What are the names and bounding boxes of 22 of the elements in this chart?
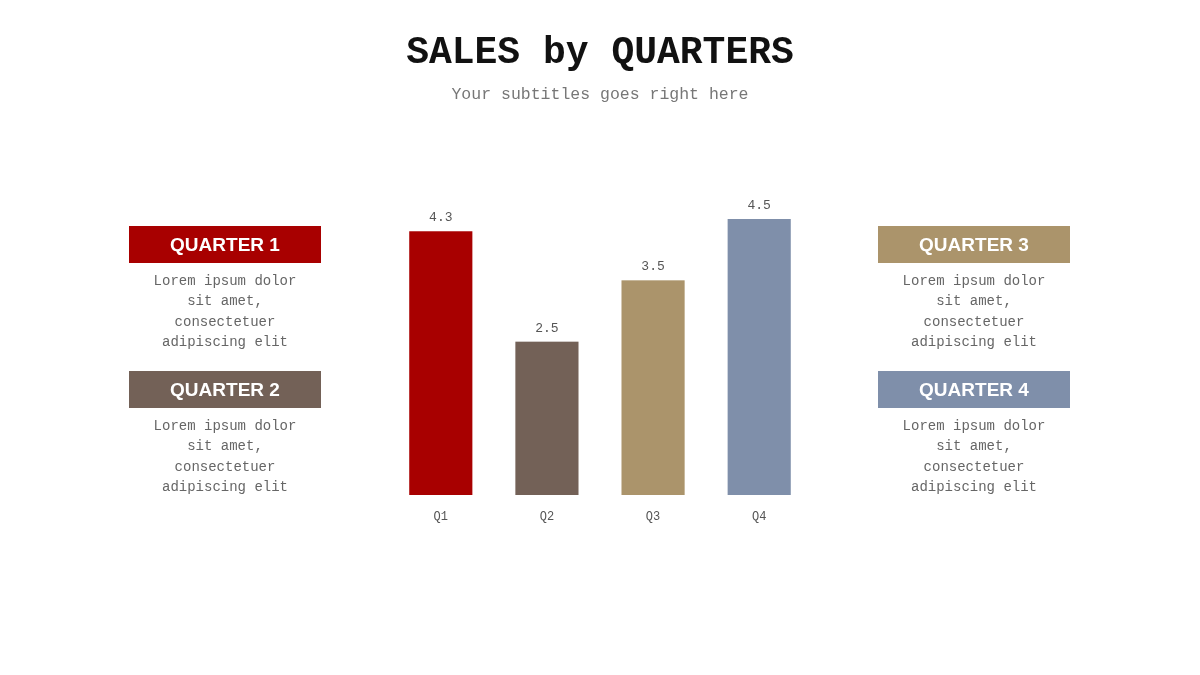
text: QUARTER 2 [170,379,280,400]
bar [621,280,685,495]
text: QUARTER 3 [919,234,1029,255]
text: Lorem ipsum dolor sit amet, consectetuer adipiscing elit [153,418,297,495]
chart-subtitle: Your subtitles goes right here [451,85,749,104]
text: Lorem ipsum dolor sit amet, consectetuer adipiscing elit [902,273,1046,350]
text: Lorem ipsum dolor sit amet, consectetuer adipiscing elit [153,273,297,350]
text: Lorem ipsum dolor sit amet, consectetuer adipiscing elit [902,418,1046,495]
x-tick-label: Q1 [433,510,448,524]
bar [515,341,579,495]
x-tick-label: Q3 [645,510,661,524]
data-label: 4.5 [747,198,771,213]
data-label: 4.3 [429,210,453,226]
data-label: 3.5 [641,259,665,275]
data-label: 2.5 [535,320,559,336]
x-tick-label: Q4 [752,510,767,524]
x-tick-label: Q2 [539,510,555,524]
chart-title: SALES by QUARTERS [406,31,794,74]
bar [727,219,791,495]
bar [409,231,473,495]
text: QUARTER 1 [170,234,281,255]
text: QUARTER 4 [919,379,1030,400]
